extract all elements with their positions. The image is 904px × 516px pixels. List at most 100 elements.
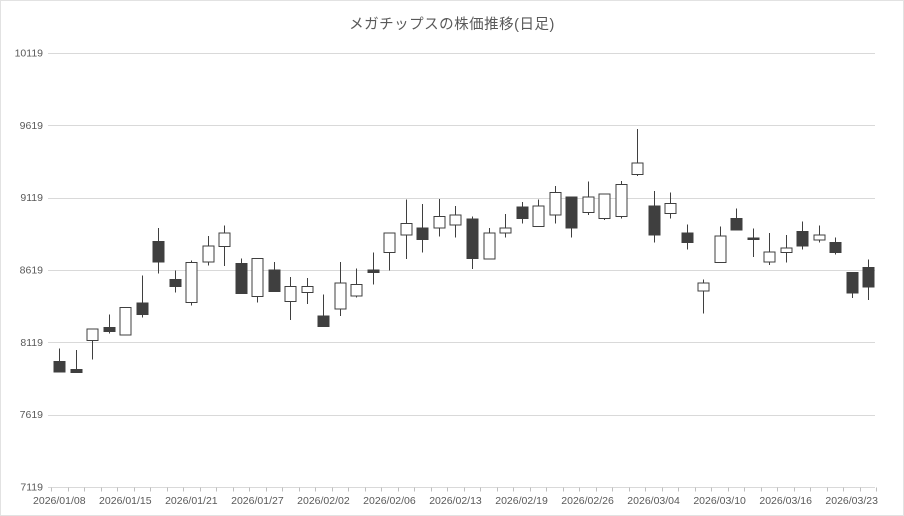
candlestick: [796, 221, 809, 250]
candle-body-down: [648, 205, 661, 236]
candle-body-down: [565, 196, 578, 229]
candlestick: [780, 235, 793, 263]
candlestick: [648, 191, 661, 243]
candle-body-up: [383, 232, 396, 253]
candle-body-up: [714, 235, 727, 264]
y-axis-label: 9119: [20, 192, 43, 204]
y-axis-label: 7619: [20, 409, 44, 421]
candlestick: [169, 270, 182, 293]
candle-body-up: [763, 251, 776, 263]
candle-body-down: [268, 269, 281, 293]
candle-body-up: [251, 257, 264, 298]
candle-body-up: [549, 191, 562, 216]
candle-body-down: [70, 369, 83, 374]
candlestick: [631, 128, 644, 176]
x-axis-label: 2026/01/15: [99, 495, 152, 507]
candle-body-up: [532, 205, 545, 227]
candle-body-up: [119, 306, 132, 336]
candle-body-down: [730, 217, 743, 231]
candle-body-up: [334, 282, 347, 310]
candle-body-up: [185, 262, 198, 303]
x-axis-label: 2026/01/08: [33, 495, 86, 507]
candlestick: [152, 227, 165, 274]
candlestick: [449, 206, 462, 238]
candlestick: [829, 237, 842, 255]
candle-body-down: [53, 361, 66, 373]
candle-body-down: [862, 267, 875, 288]
candle-body-down: [235, 262, 248, 295]
candle-body-down: [829, 241, 842, 253]
candlestick: [119, 306, 132, 336]
candle-body-down: [516, 206, 529, 219]
candlestick: [383, 232, 396, 271]
candle-body-down: [681, 232, 694, 243]
candlestick: [483, 227, 496, 260]
candle-body-up: [697, 282, 710, 292]
candlestick: [664, 192, 677, 219]
x-axis-ticks-group: [51, 487, 877, 492]
candlestick: [747, 228, 760, 257]
y-axis-label: 10119: [15, 48, 44, 60]
candlestick: [532, 199, 545, 227]
candle-body-down: [367, 269, 380, 274]
candle-body-down: [152, 241, 165, 263]
candlestick: [251, 257, 264, 303]
candlestick: [284, 277, 297, 320]
x-axis-labels-group: 2026/01/08 2026/01/15 2026/01/21 2026/01/27…: [33, 495, 878, 507]
x-axis-label: 2026/02/26: [561, 495, 614, 507]
candle-body-up: [598, 193, 611, 219]
candle-body-down: [747, 237, 760, 241]
candle-body-up: [483, 232, 496, 260]
candle-body-down: [136, 302, 149, 316]
candlestick: [103, 314, 116, 334]
x-axis-label: 2026/02/13: [429, 495, 482, 507]
candlestick: [763, 232, 776, 265]
candle-body-down: [796, 231, 809, 247]
y-axis-label: 8619: [20, 265, 44, 277]
x-axis-label: 2026/03/10: [693, 495, 746, 507]
candlestick: [218, 225, 231, 267]
candle-body-up: [631, 162, 644, 175]
candlestick: [367, 252, 380, 285]
candle-body-down: [103, 327, 116, 332]
candlestick: [714, 226, 727, 264]
candlestick: [730, 208, 743, 231]
candlestick: [846, 272, 859, 299]
candle-body-up: [400, 223, 413, 236]
candle-body-up: [86, 328, 99, 342]
candle-body-up: [499, 227, 512, 234]
y-axis-labels-group: 10119 9619 9119 8619 8119 7619 7119: [15, 48, 44, 494]
candle-body-up: [582, 196, 595, 214]
candle-body-up: [433, 215, 446, 229]
candlestick: [202, 235, 215, 266]
candle-body-up: [813, 234, 826, 241]
x-axis-label: 2026/02/19: [495, 495, 548, 507]
candle-body-up: [449, 214, 462, 226]
candlestick: [565, 196, 578, 238]
x-axis-label: 2026/03/23: [825, 495, 878, 507]
candlestick: [70, 350, 83, 374]
candlestick: [549, 185, 562, 224]
chart-title: メガチップスの株価推移(日足): [349, 17, 555, 33]
y-axis-label: 7119: [20, 482, 43, 494]
candlestick: [499, 214, 512, 238]
candlestick: [185, 260, 198, 306]
candle-body-up: [218, 232, 231, 248]
candle-series-group: [53, 128, 875, 374]
candlestick: [862, 259, 875, 301]
candlestick: [136, 275, 149, 318]
candlestick: [582, 181, 595, 215]
candlestick: [53, 348, 66, 373]
candlestick: [301, 277, 314, 304]
candlestick: [235, 258, 248, 295]
candlestick: [317, 294, 330, 327]
candle-body-down: [317, 315, 330, 327]
candlestick: [615, 180, 628, 219]
candlestick: [416, 204, 429, 253]
candle-body-up: [301, 285, 314, 293]
candle-body-up: [202, 245, 215, 263]
candlestick: [268, 261, 281, 293]
x-axis-label: 2026/02/02: [297, 495, 350, 507]
